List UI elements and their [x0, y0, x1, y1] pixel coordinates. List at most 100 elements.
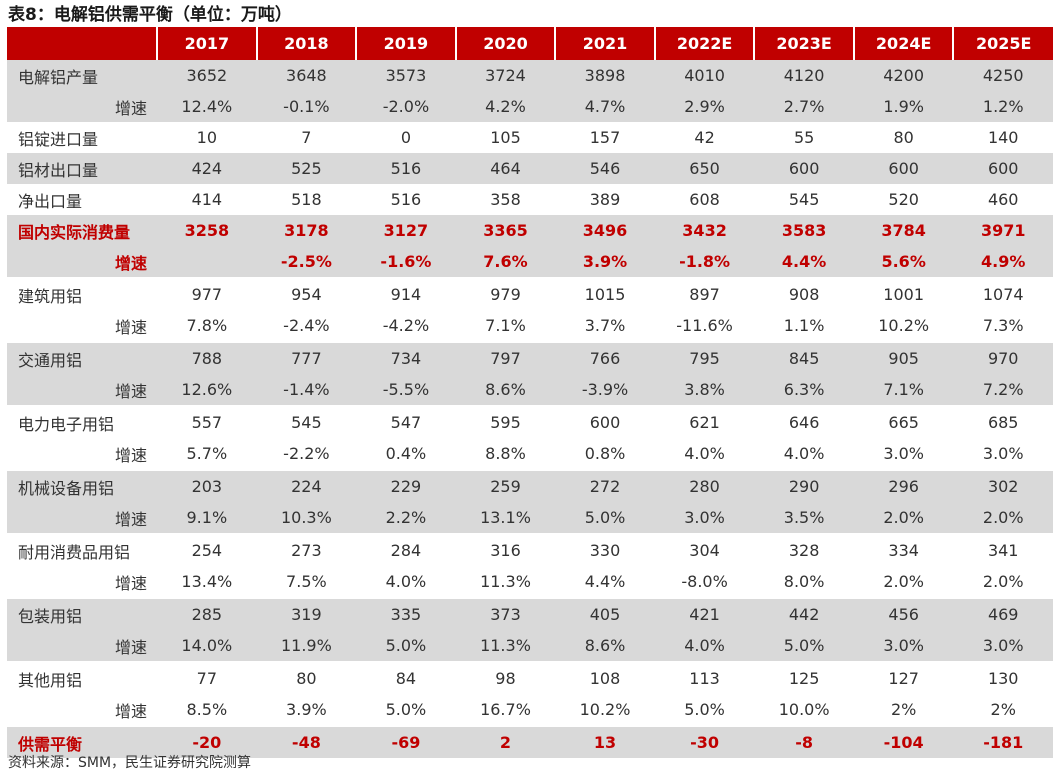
value-cell: 845: [754, 341, 854, 374]
value-cell: 788: [157, 341, 257, 374]
table-row: 铝锭进口量 10 7 0 105 157 42 55 80 140: [7, 122, 1053, 153]
value-cell: 373: [455, 597, 556, 630]
value-cell: 2.0%: [953, 502, 1053, 534]
value-cell: 5.7%: [186, 444, 228, 463]
value-cell: 979: [455, 277, 556, 310]
table-row: 电解铝产量 3652 3648 3573 3724 3898 4010 4120 4200 425…: [7, 60, 1053, 91]
value-cell: 7.1%: [853, 374, 954, 406]
growth-row: 增速 5.7% -2.2% 0.4% 8.8% 0.8% 4.0% 4.0% 3.0% 3.0%: [7, 438, 1053, 470]
value-cell: 795: [654, 341, 755, 374]
value-cell: 1015: [555, 277, 655, 310]
value-cell: 5.0%: [356, 630, 456, 662]
value-cell: 8.0%: [783, 572, 825, 591]
table-header: 2017 2018 2019 2020 2021 2022E 2023E 2024E 2025E: [7, 27, 1053, 60]
value-cell: 905: [853, 341, 954, 374]
value-cell: -20: [157, 725, 257, 758]
value-cell: 460: [987, 190, 1019, 209]
value-cell: 2%: [890, 700, 917, 719]
value-cell: 16.7%: [480, 700, 531, 719]
row-label: 国内实际消费量: [7, 215, 158, 246]
value-cell: 954: [256, 277, 357, 310]
value-cell: 4.0%: [783, 444, 825, 463]
value-cell: 442: [754, 597, 854, 630]
value-cell: 328: [754, 533, 854, 566]
value-cell: 11.3%: [480, 572, 531, 591]
value-cell: 8.5%: [186, 700, 228, 719]
value-cell: 13.4%: [181, 572, 233, 591]
value-cell: 302: [953, 469, 1053, 502]
value-cell: 7.6%: [455, 246, 556, 278]
value-cell: -5.5%: [356, 374, 456, 406]
value-cell: 55: [793, 128, 815, 147]
row-label: 增速: [7, 91, 158, 122]
header-cell-year: 2018: [256, 27, 358, 60]
value-cell: 1.2%: [953, 91, 1053, 122]
value-cell: 3.5%: [754, 502, 854, 534]
value-cell: 3.0%: [953, 630, 1053, 662]
value-cell: 608: [689, 190, 720, 209]
value-cell: 766: [555, 341, 655, 374]
value-cell: -2.0%: [356, 91, 456, 122]
row-label: 交通用铝: [7, 341, 158, 374]
value-cell: 3583: [754, 215, 854, 246]
value-cell: 77: [157, 661, 257, 694]
value-cell: 157: [589, 128, 621, 147]
value-cell: 4.4%: [584, 572, 626, 591]
value-cell: 3432: [654, 215, 755, 246]
row-label: 电力电子用铝: [7, 405, 158, 438]
row-label: 增速: [115, 445, 148, 465]
value-cell: 4120: [754, 60, 854, 91]
value-cell: 3573: [356, 60, 456, 91]
value-cell: 8.6%: [555, 630, 655, 662]
value-cell: 1.1%: [783, 316, 825, 335]
value-cell: 518: [291, 190, 322, 209]
value-cell: 3258: [157, 215, 257, 246]
value-cell: 3496: [555, 215, 655, 246]
row-label: 机械设备用铝: [7, 469, 158, 502]
value-cell: 7: [301, 128, 312, 147]
value-cell: 1.9%: [853, 91, 954, 122]
table-row: 供需平衡 -20 -48 -69 2 13 -30 -8 -104 -181: [7, 725, 1053, 758]
growth-row: 增速 -2.5% -1.6% 7.6% 3.9% -1.8% 4.4% 5.6% 4.9%: [7, 246, 1053, 278]
table-row: 其他用铝 77 80 84 98 108 113 125 127 130: [7, 661, 1053, 694]
value-cell: 10: [196, 128, 218, 147]
value-cell: 464: [455, 153, 556, 184]
value-cell: 259: [455, 469, 556, 502]
value-cell: 2.2%: [356, 502, 456, 534]
value-cell: 304: [654, 533, 755, 566]
growth-row: 增速 13.4% 7.5% 4.0% 11.3% 4.4% -8.0% 8.0% 2.0% 2.0…: [7, 566, 1053, 598]
value-cell: 5.0%: [754, 630, 854, 662]
value-cell: 3648: [256, 60, 357, 91]
value-cell: 334: [853, 533, 954, 566]
value-cell: 516: [356, 153, 456, 184]
value-cell: 4.4%: [754, 246, 854, 278]
value-cell: 13.1%: [455, 502, 556, 534]
value-cell: -48: [256, 725, 357, 758]
value-cell: 290: [754, 469, 854, 502]
header-cell-year: 2020: [455, 27, 557, 60]
value-cell: 3178: [256, 215, 357, 246]
value-cell: 10.3%: [256, 502, 357, 534]
table-body: 电解铝产量 3652 3648 3573 3724 3898 4010 4120 4200 425…: [7, 60, 1053, 758]
value-cell: 2%: [990, 700, 1016, 719]
value-cell: 734: [356, 341, 456, 374]
value-cell: 341: [953, 533, 1053, 566]
value-cell: 2.0%: [982, 572, 1024, 591]
row-label: 其他用铝: [7, 661, 158, 694]
value-cell: 14.0%: [157, 630, 257, 662]
value-cell: 897: [654, 277, 755, 310]
value-cell: 908: [754, 277, 854, 310]
value-cell: 0.8%: [584, 444, 626, 463]
value-cell: 296: [853, 469, 954, 502]
value-cell: 140: [987, 128, 1019, 147]
row-label: 增速: [115, 701, 148, 721]
value-cell: 108: [555, 661, 655, 694]
value-cell: 7.3%: [982, 316, 1024, 335]
value-cell: 8.6%: [455, 374, 556, 406]
value-cell: 424: [157, 153, 257, 184]
row-label: 增速: [7, 502, 158, 534]
value-cell: 600: [754, 153, 854, 184]
value-cell: 545: [256, 405, 357, 438]
value-cell: 4010: [654, 60, 755, 91]
value-cell: 5.0%: [385, 700, 427, 719]
